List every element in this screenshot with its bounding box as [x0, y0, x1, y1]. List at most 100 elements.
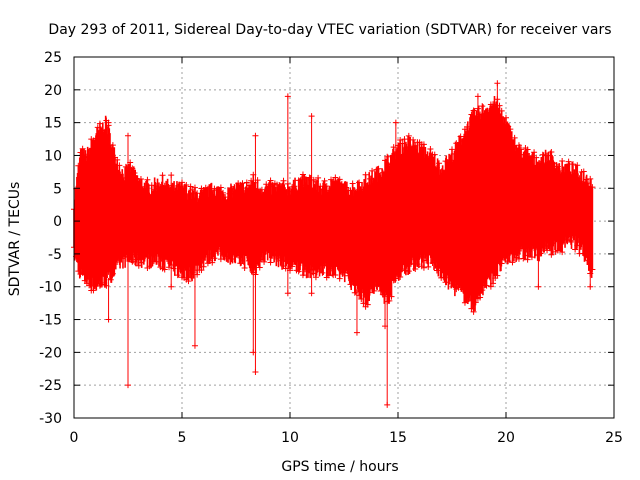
data-point — [574, 162, 581, 169]
y-tick-label: -5 — [48, 247, 62, 263]
data-point — [144, 176, 151, 183]
data-point — [267, 177, 274, 184]
y-tick-label: 25 — [44, 50, 62, 66]
data-point — [518, 146, 525, 153]
y-tick-label: -15 — [39, 313, 62, 329]
data-point — [96, 120, 103, 127]
data-point — [315, 174, 322, 181]
data-point — [332, 272, 339, 279]
data-point — [79, 145, 86, 152]
data-point — [431, 151, 438, 158]
data-point — [116, 162, 123, 169]
data-point — [217, 184, 224, 191]
data-point — [191, 184, 198, 191]
outlier-point — [191, 342, 198, 349]
outlier-point — [125, 132, 131, 139]
outlier-point — [168, 172, 175, 179]
data-point — [524, 146, 531, 153]
outlier-point — [252, 369, 259, 376]
data-point — [449, 146, 455, 153]
y-axis-title: SDTVAR / TECUs — [7, 182, 23, 297]
data-point — [336, 176, 343, 183]
y-tick-label: 15 — [44, 116, 62, 132]
data-point — [179, 179, 185, 186]
outlier-point — [474, 93, 481, 100]
data-point — [366, 289, 373, 296]
data-point — [487, 283, 494, 290]
data-point — [548, 149, 555, 156]
x-tick-labels: 0 5 10 15 20 25 — [70, 430, 623, 446]
outlier-point — [587, 283, 594, 290]
data-point — [159, 172, 166, 179]
data-point — [161, 266, 168, 273]
x-tick-label: 0 — [70, 430, 79, 446]
data-point — [470, 308, 477, 315]
data-point — [321, 177, 328, 184]
data-point — [148, 182, 155, 189]
outlier-point — [252, 132, 259, 139]
data-point — [405, 132, 412, 139]
data-point — [362, 171, 369, 178]
data-point — [544, 247, 551, 254]
data-point — [412, 265, 419, 272]
data-point — [477, 294, 484, 301]
outlier-point — [308, 113, 315, 120]
y-tick-label: 0 — [53, 214, 62, 230]
data-point — [194, 190, 201, 197]
y-tick-label: -25 — [39, 378, 62, 394]
x-tick-label: 20 — [497, 430, 515, 446]
data-point — [336, 275, 343, 282]
data-point — [217, 256, 224, 263]
data-point — [397, 137, 404, 144]
outlier-point — [535, 283, 542, 290]
y-tick-label: 5 — [53, 181, 62, 197]
data-point — [580, 168, 587, 175]
outlier-point — [168, 283, 175, 290]
data-point — [388, 293, 395, 300]
data-point — [531, 149, 538, 156]
data-point — [420, 141, 427, 148]
data-point — [200, 263, 207, 270]
x-axis-title: GPS time / hours — [281, 459, 398, 475]
outlier-point — [284, 93, 291, 100]
data-point — [109, 142, 116, 149]
x-tick-label: 25 — [605, 430, 623, 446]
data-point — [425, 263, 432, 270]
outlier-point — [125, 382, 131, 389]
y-tick-label: 10 — [44, 148, 62, 164]
data-point — [401, 136, 408, 143]
data-point — [323, 183, 330, 190]
data-point — [375, 165, 382, 172]
data-point — [427, 145, 434, 152]
outlier-point — [284, 290, 291, 297]
data-point — [256, 264, 263, 271]
data-point — [135, 262, 142, 269]
data-point — [503, 114, 509, 121]
data-point — [241, 264, 248, 271]
axis-ticks — [73, 56, 615, 419]
data-point — [528, 254, 535, 261]
outlier-point — [494, 80, 501, 87]
data-point — [436, 160, 443, 167]
plot-frame — [73, 56, 615, 419]
data-point — [114, 156, 121, 163]
data-layer — [71, 95, 596, 315]
data-point — [494, 272, 501, 279]
data-point — [559, 158, 566, 165]
data-point — [589, 184, 596, 191]
outlier-point — [105, 119, 112, 126]
y-tick-label: -20 — [39, 345, 62, 361]
outlier-point — [567, 237, 574, 244]
data-point — [364, 301, 371, 308]
y-tick-label: 20 — [44, 83, 62, 99]
outlier-point — [308, 290, 315, 297]
x-tick-label: 5 — [178, 430, 187, 446]
x-tick-label: 15 — [389, 430, 407, 446]
data-point — [332, 174, 339, 181]
data-point — [559, 249, 566, 256]
data-point — [457, 133, 464, 140]
x-tick-label: 10 — [281, 430, 299, 446]
outlier-point — [250, 349, 257, 356]
data-point — [198, 267, 205, 274]
